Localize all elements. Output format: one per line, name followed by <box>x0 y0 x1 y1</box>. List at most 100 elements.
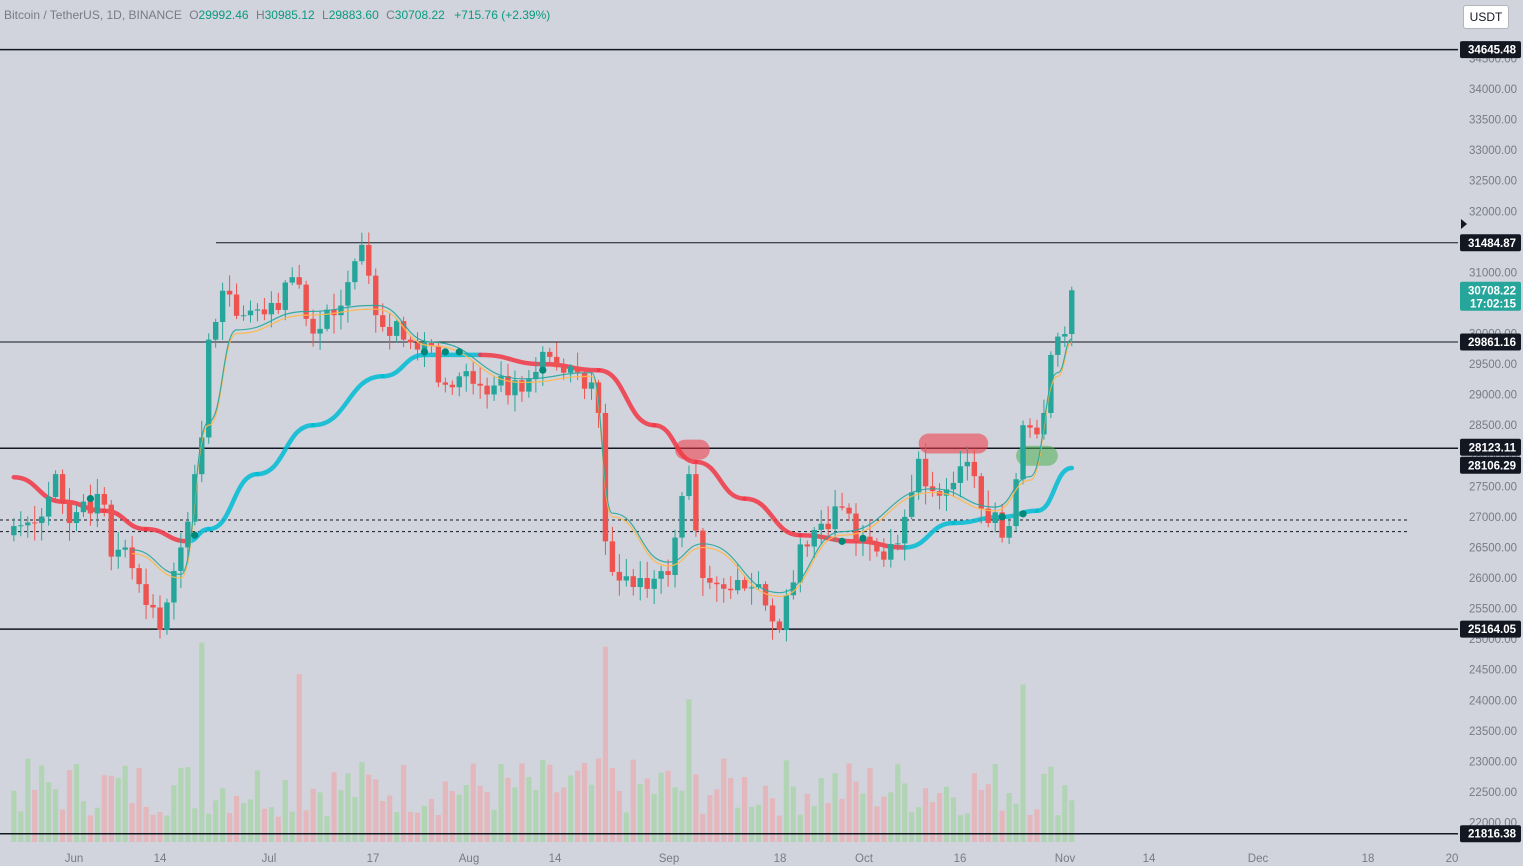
candle-body <box>268 302 275 315</box>
candle-body <box>247 310 254 316</box>
volume-bar <box>881 796 887 842</box>
volume-bar <box>414 812 421 842</box>
candle-body <box>978 476 984 509</box>
volume-bar <box>595 758 602 842</box>
candle-body <box>303 284 309 319</box>
volume-bar <box>832 773 838 842</box>
volume-bar <box>470 763 476 842</box>
volume-bar <box>929 802 936 842</box>
price-label-box <box>1460 438 1521 456</box>
ema-slow-line <box>11 352 1075 550</box>
volume-bar <box>568 775 574 842</box>
x-tick-label: Jun <box>65 853 84 865</box>
candle-body <box>762 584 769 606</box>
candle-body <box>45 496 52 517</box>
volume-bar <box>373 779 379 842</box>
volume-bar <box>25 758 31 842</box>
volume-bar <box>804 793 810 842</box>
candle-body <box>428 343 435 346</box>
price-label-text: 28123.11 <box>1469 442 1517 454</box>
volume-bar <box>936 793 943 842</box>
volume-bar <box>978 789 984 842</box>
volume-bar <box>289 811 295 842</box>
x-tick-label: 14 <box>1143 853 1156 865</box>
volume-bar <box>115 777 121 842</box>
volume-bar <box>846 763 852 842</box>
volume-bar <box>345 773 351 842</box>
candle-body <box>484 385 490 395</box>
candle-body <box>846 507 852 514</box>
candle-body <box>797 544 804 583</box>
candle-body <box>1020 425 1026 480</box>
candle-body <box>1027 425 1033 428</box>
ema-slow-segment-bear <box>693 459 747 501</box>
horizontal-levels <box>0 48 1458 835</box>
volume-bar <box>380 801 386 842</box>
candle-body <box>519 380 525 392</box>
candle-body <box>547 351 553 357</box>
volume-bar <box>860 793 866 842</box>
candle-body <box>80 501 87 513</box>
candle-body <box>25 522 31 526</box>
ema-slow-segment-bear <box>143 526 191 544</box>
candle-body <box>442 382 449 385</box>
volume-bar <box>762 785 769 842</box>
volume-bar <box>1013 803 1019 842</box>
volume-bar <box>73 764 80 842</box>
price-label-text: 25164.05 <box>1468 624 1517 636</box>
volume-bar <box>943 786 950 842</box>
volume-bar <box>143 806 149 842</box>
y-tick-label: 24500.00 <box>1469 665 1517 677</box>
candle-body <box>164 602 170 630</box>
candle-body <box>554 356 560 368</box>
candle-body <box>567 366 574 373</box>
low-value: 29883.60 <box>328 8 379 22</box>
signal-dot <box>455 348 463 356</box>
symbol-title[interactable]: Bitcoin / TetherUS, 1D, BINANCE <box>4 8 182 22</box>
volume-bar <box>310 788 316 842</box>
candle-body <box>240 315 247 317</box>
candle-body <box>456 376 462 388</box>
candle-body <box>87 501 94 514</box>
signal-dot <box>859 534 867 542</box>
candle-body <box>686 474 692 497</box>
volume-bar <box>407 811 414 842</box>
volume-bar <box>902 783 908 842</box>
candle-body <box>32 522 38 524</box>
volume-bar <box>512 787 518 842</box>
volume-bar <box>707 795 713 842</box>
currency-button[interactable]: USDT <box>1463 5 1509 29</box>
candle-body <box>825 523 831 530</box>
y-tick-label: 28500.00 <box>1469 420 1517 432</box>
volume-bar <box>80 801 87 842</box>
volume-bar <box>317 792 323 842</box>
volume-bar <box>623 812 629 842</box>
volume-bar <box>275 816 281 842</box>
candle-body <box>818 523 824 530</box>
volume-bar <box>359 762 365 842</box>
volume-bar <box>992 763 998 842</box>
volume-bar <box>477 785 483 842</box>
volume-bar <box>164 815 170 842</box>
volume-bar <box>129 803 135 842</box>
ema-slow-segment-bear <box>651 422 699 465</box>
candle-body <box>658 571 664 579</box>
candle-body <box>783 595 790 630</box>
y-tick-label: 29500.00 <box>1469 359 1517 371</box>
legend-header: Bitcoin / TetherUS, 1D, BINANCE O29992.4… <box>4 8 550 22</box>
candle-body <box>637 578 643 588</box>
volume-bar <box>874 806 880 842</box>
volume-bar <box>853 781 859 842</box>
candle-body <box>769 605 776 622</box>
close-label: C <box>386 8 395 22</box>
candle-body <box>908 492 915 517</box>
volume-bar <box>11 790 17 842</box>
volume-bar <box>401 764 407 842</box>
volume-bar <box>122 765 128 842</box>
candle-body <box>888 544 894 560</box>
time-axis[interactable]: Jun 14 Jul 17 Aug 14 Sep 18 Oct 16 Nov 14 Dec 18 20 <box>65 853 1459 865</box>
candle-body <box>38 516 45 524</box>
candle-body <box>73 512 80 524</box>
y-tick-label: 25500.00 <box>1469 604 1517 616</box>
